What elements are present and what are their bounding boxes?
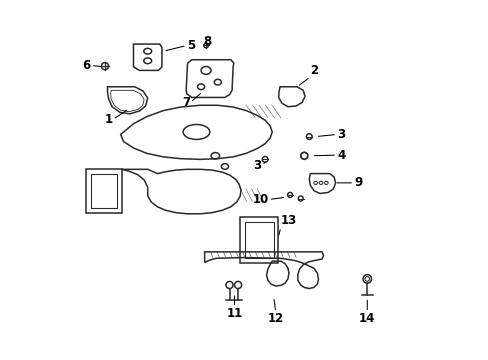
Text: 12: 12 (267, 312, 284, 325)
Text: 1: 1 (104, 113, 113, 126)
Text: 9: 9 (353, 176, 362, 189)
Text: 10: 10 (252, 193, 268, 206)
Text: 7: 7 (182, 96, 190, 109)
Text: 6: 6 (82, 59, 91, 72)
Text: 5: 5 (186, 39, 195, 52)
Text: 3: 3 (253, 158, 261, 172)
Text: 11: 11 (226, 307, 242, 320)
Text: 2: 2 (310, 64, 318, 77)
Text: 8: 8 (203, 35, 211, 49)
Text: 13: 13 (280, 214, 296, 227)
Text: 3: 3 (336, 128, 345, 141)
Text: 14: 14 (358, 312, 375, 325)
Text: 4: 4 (336, 149, 345, 162)
